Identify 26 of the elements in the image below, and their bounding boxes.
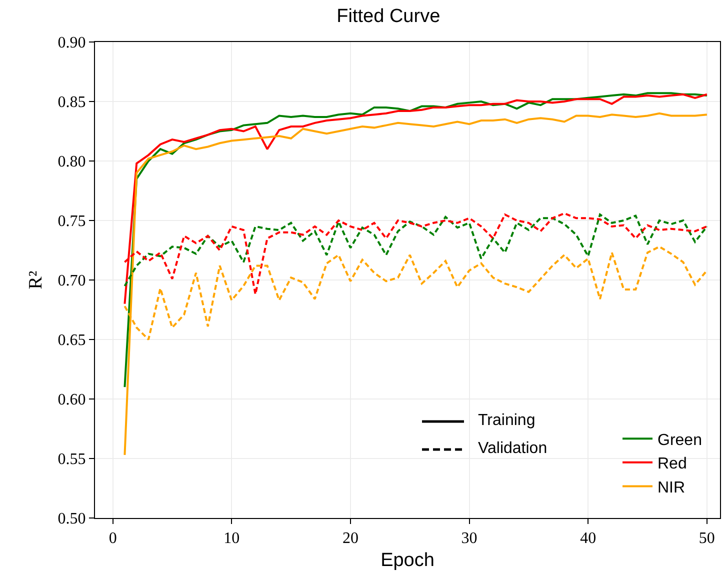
x-tick-label: 40 (580, 530, 596, 548)
annotation: Training (478, 412, 536, 430)
y-tick-label: 0.90 (58, 34, 86, 52)
x-tick-label: 50 (698, 530, 715, 548)
y-tick-label: 0.75 (58, 213, 86, 230)
y-tick-label: 0.80 (58, 154, 86, 171)
line-series (124, 93, 708, 305)
y-tick-label: 0.70 (58, 272, 86, 290)
x-tick-label: 30 (461, 530, 478, 548)
annotation: Validation (478, 440, 548, 458)
y-tick-label: 0.65 (58, 332, 86, 350)
legend-label: NIR (658, 479, 686, 496)
x-tick-label: 10 (224, 530, 240, 548)
y-tick-label: 0.60 (58, 392, 86, 409)
x-axis-title: Epoch (380, 550, 434, 571)
x-tick-label: 20 (342, 530, 358, 548)
legend-label: Red (658, 456, 687, 473)
y-axis-title: R² (26, 270, 47, 290)
y-tick-label: 0.85 (58, 94, 86, 112)
y-tick-label: 0.55 (58, 451, 86, 468)
legend-label: Green (658, 432, 702, 449)
line-series (124, 112, 708, 456)
x-tick-label: 0 (108, 530, 117, 548)
line-series (124, 92, 708, 388)
chart-title: Fitted Curve (336, 6, 440, 28)
y-tick-label: 0.50 (58, 510, 86, 528)
